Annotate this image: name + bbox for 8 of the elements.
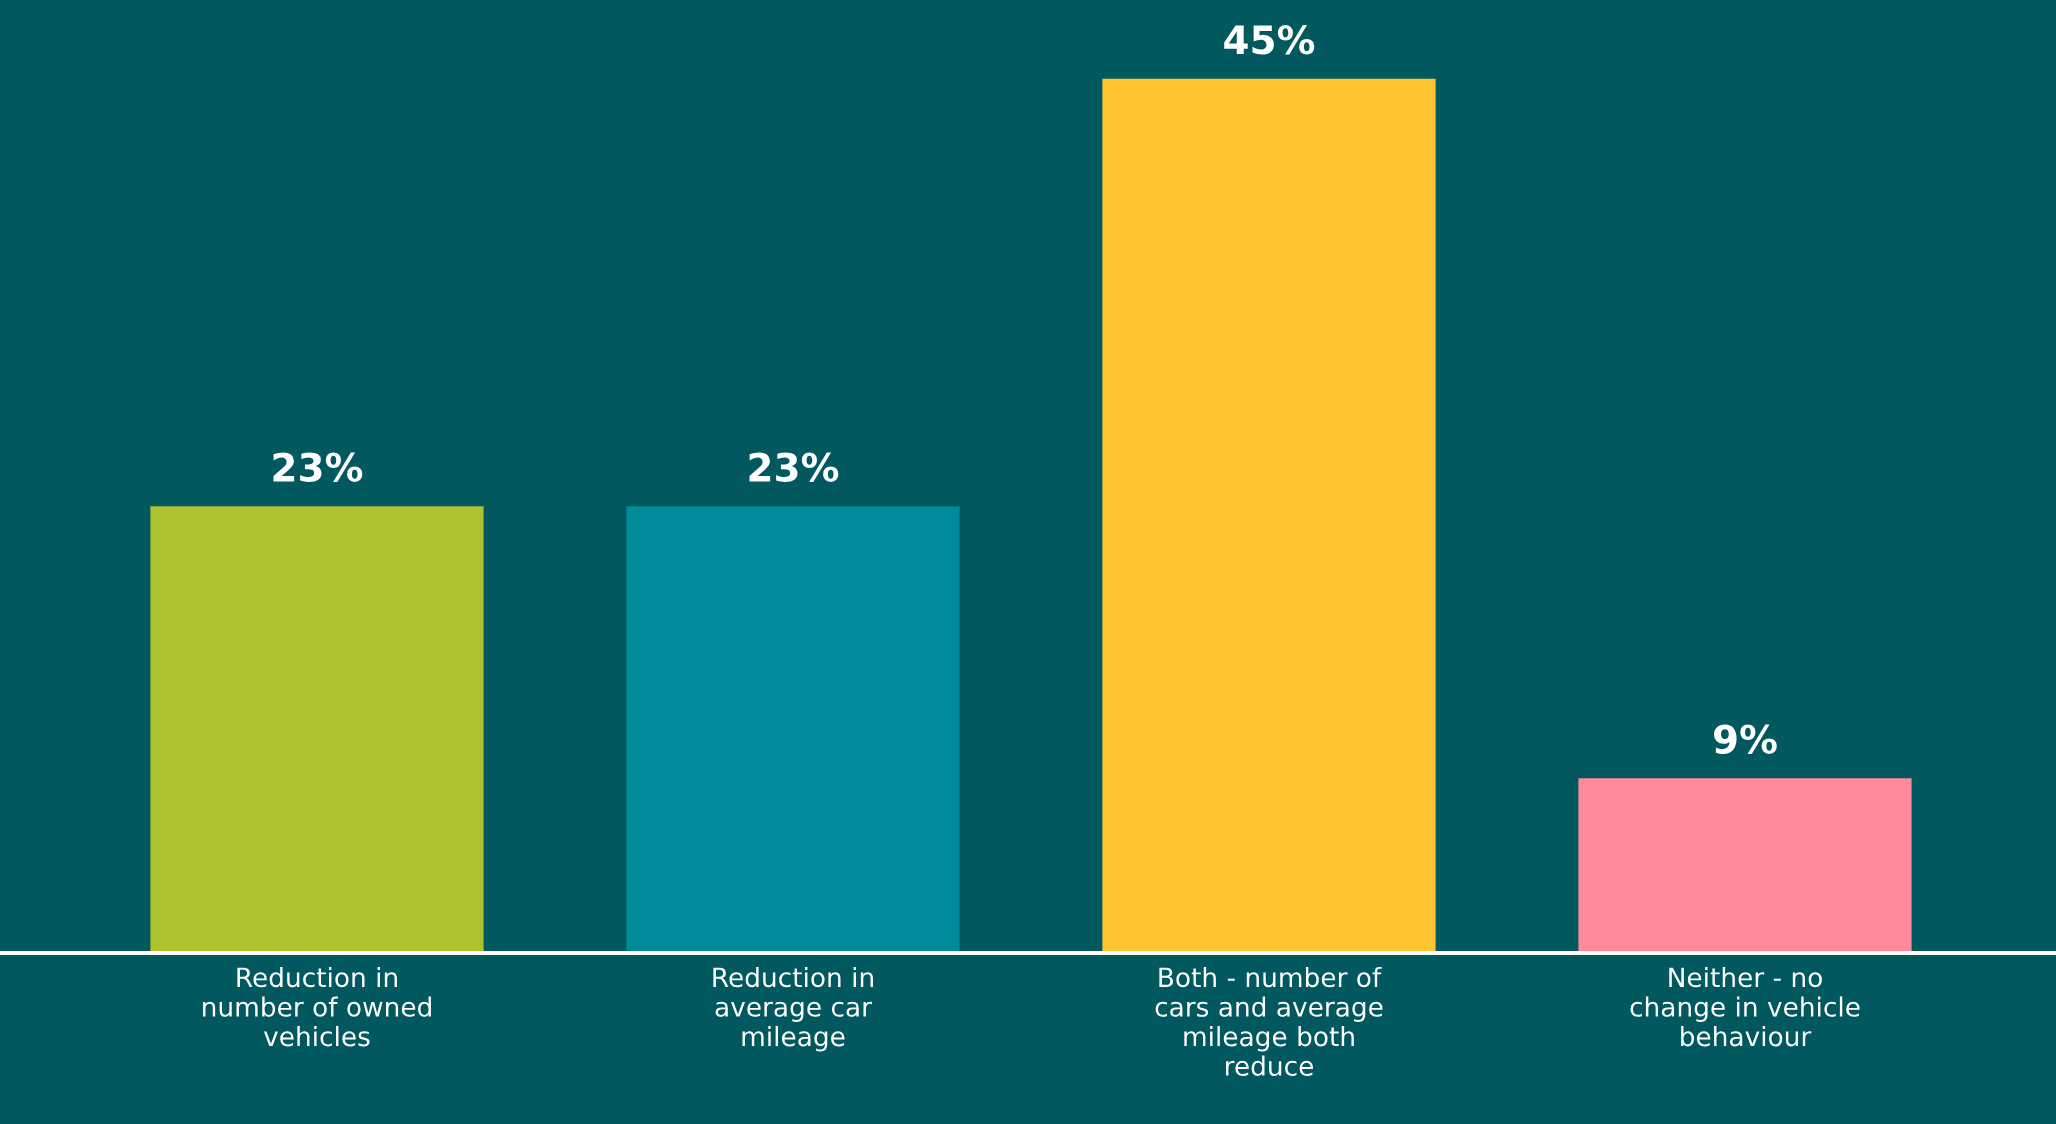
x-tick-label: Both - number of cars and average mileage both reduce [1155,966,1383,1076]
x-tick-label: Reduction in number of owned vehicles [203,966,431,1047]
data-label: 9% [1714,724,1777,754]
data-label: 23% [273,452,363,482]
x-tick-label: Reduction in average car mileage [713,966,873,1052]
x-tick-label: Neither - no change in vehicle behaviour [1630,966,1860,1047]
data-label: 45% [1224,25,1315,55]
data-label: 23% [749,452,839,482]
